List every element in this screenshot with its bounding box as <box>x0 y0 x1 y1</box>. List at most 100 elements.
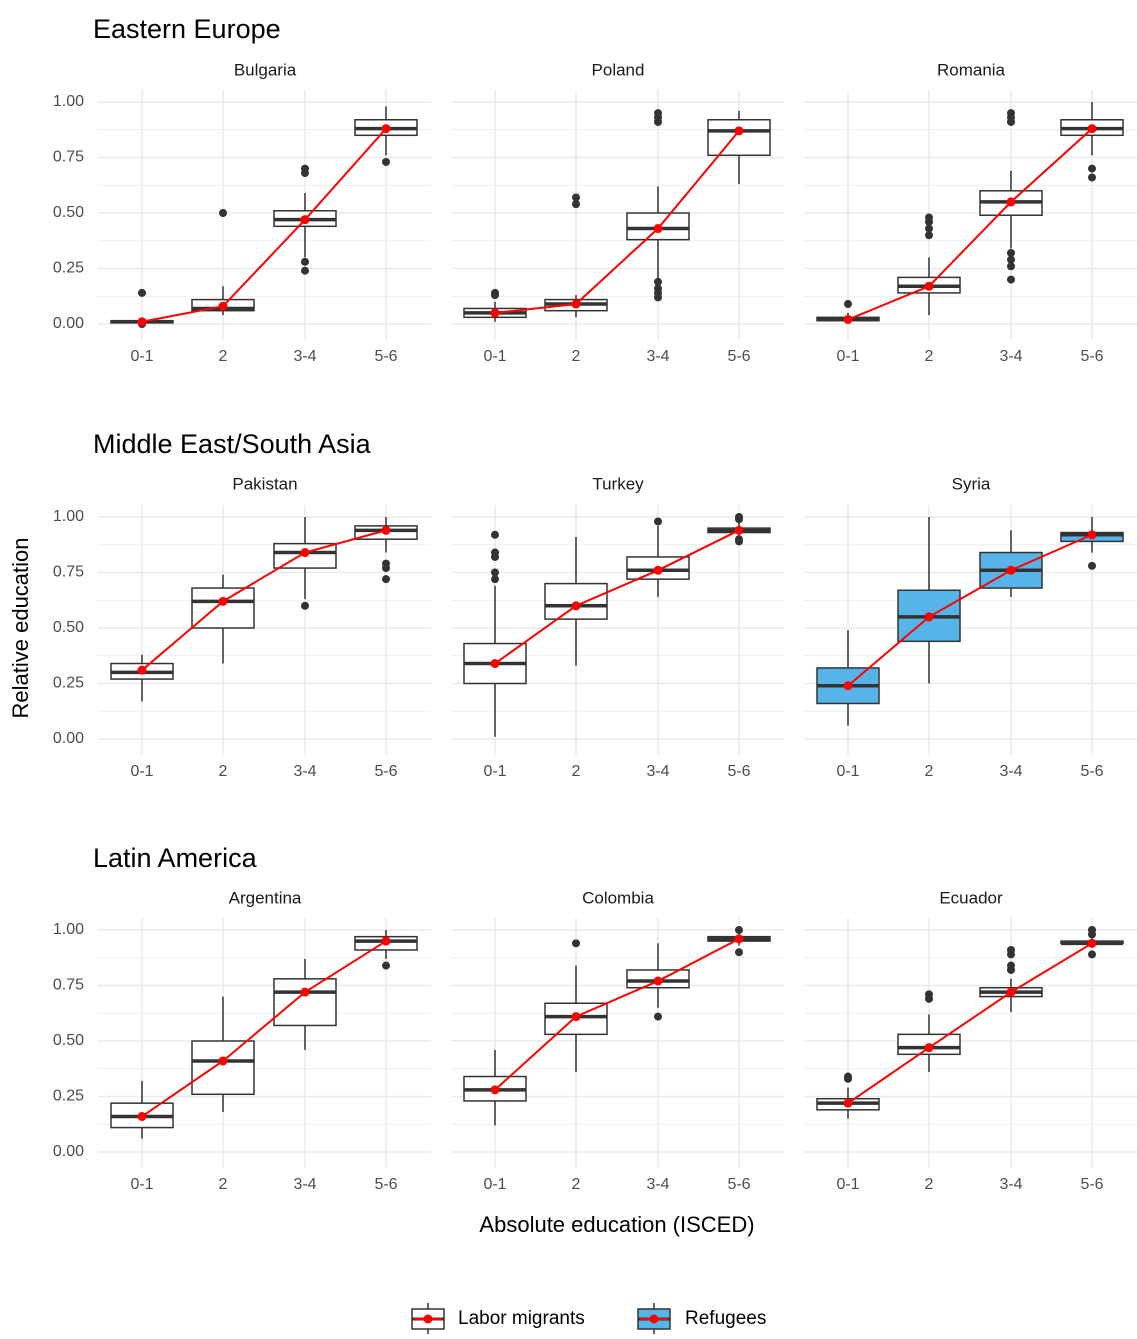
outlier-point <box>382 575 390 584</box>
section-2: Latin America 0.00 0.25 0.50 0.75 1.00 Argenti… <box>53 843 1137 1193</box>
legend-label: Labor migrants <box>458 1308 585 1329</box>
mean-line <box>141 529 387 671</box>
x-tick-label: 0-1 <box>130 1176 153 1193</box>
x-tick-label: 0-1 <box>130 763 153 780</box>
mean-point <box>300 548 310 558</box>
legend-label: Refugees <box>685 1308 766 1329</box>
x-tick-label: 2 <box>219 1176 228 1193</box>
y-tick-label: 0.75 <box>53 149 84 166</box>
mean-point <box>843 681 853 691</box>
outlier-point <box>1007 945 1015 954</box>
outlier-point <box>1088 950 1096 959</box>
section-title: Latin America <box>93 843 258 873</box>
section-title: Eastern Europe <box>93 14 281 44</box>
mean-line <box>494 529 740 665</box>
box-3-4 <box>979 530 1043 597</box>
mean-point <box>1006 197 1016 207</box>
y-tick-label: 1.00 <box>53 93 84 110</box>
mean-point <box>653 224 663 234</box>
x-tick-label: 5-6 <box>1080 763 1103 780</box>
x-tick-label: 2 <box>572 348 581 365</box>
mean-point <box>924 1043 934 1053</box>
outlier-point <box>735 948 743 957</box>
outlier-point <box>735 926 743 934</box>
x-tick-label: 5-6 <box>1080 348 1103 365</box>
x-tick-label: 3-4 <box>646 763 669 780</box>
mean-point <box>653 565 663 575</box>
x-tick-label: 5-6 <box>727 763 750 780</box>
outlier-point <box>1088 926 1096 934</box>
mean-point <box>490 659 500 669</box>
outlier-point <box>301 601 309 610</box>
outlier-point <box>844 300 852 309</box>
outlier-point <box>1088 173 1096 182</box>
mean-point <box>381 124 391 134</box>
mean-point <box>1006 565 1016 575</box>
box-2 <box>191 996 255 1113</box>
x-tick-label: 0-1 <box>483 1176 506 1193</box>
x-tick-label: 2 <box>925 1176 934 1193</box>
mean-line <box>847 127 1093 321</box>
panel-bulgaria: Bulgaria 0-1 2 3-4 5-6 <box>98 60 431 365</box>
x-tick-label: 5-6 <box>374 1176 397 1193</box>
panel-ecuador: Ecuador 0-1 2 3-4 5-6 <box>804 888 1137 1193</box>
mean-point <box>381 525 391 535</box>
box-iqr <box>273 978 337 1027</box>
box-iqr <box>191 1040 255 1096</box>
mean-point <box>137 665 147 675</box>
outlier-point <box>654 1012 662 1021</box>
box-5-6 <box>707 110 771 185</box>
outlier-point <box>301 164 309 173</box>
legend-item-1: Refugees <box>637 1303 766 1335</box>
mean-point <box>734 525 744 535</box>
box-0-1 <box>816 1072 880 1119</box>
x-tick-label: 0-1 <box>836 348 859 365</box>
legend-item-0: Labor migrants <box>411 1303 585 1335</box>
section-title: Middle East/South Asia <box>93 429 372 459</box>
panel-title: Turkey <box>592 474 644 493</box>
mean-point <box>1087 124 1097 134</box>
outlier-point <box>382 564 390 573</box>
x-tick-label: 2 <box>925 348 934 365</box>
mean-point <box>843 1098 853 1108</box>
x-tick-label: 5-6 <box>1080 1176 1103 1193</box>
x-tick-label: 2 <box>219 348 228 365</box>
x-tick-label: 0-1 <box>483 763 506 780</box>
outlier-point <box>491 568 499 577</box>
box-iqr <box>191 587 255 629</box>
mean-point <box>924 281 934 291</box>
outlier-point <box>138 288 146 297</box>
mean-point <box>1087 938 1097 948</box>
panel-title: Bulgaria <box>234 60 297 79</box>
x-tick-label: 2 <box>572 1176 581 1193</box>
box-0-1 <box>110 1080 174 1139</box>
outlier-point <box>1007 275 1015 284</box>
outlier-point <box>1007 109 1015 118</box>
panel-title: Ecuador <box>939 888 1003 907</box>
mean-point <box>571 1012 581 1022</box>
mean-point <box>734 126 744 136</box>
outlier-point <box>1007 255 1015 264</box>
mean-line <box>141 127 387 323</box>
mean-point <box>571 299 581 309</box>
x-tick-label: 2 <box>219 763 228 780</box>
x-tick-label: 3-4 <box>999 763 1022 780</box>
x-tick-label: 0-1 <box>483 348 506 365</box>
outlier-point <box>925 224 933 233</box>
mean-line <box>141 940 387 1118</box>
box-5-6 <box>1060 102 1124 182</box>
y-tick-label: 0.00 <box>53 315 84 332</box>
outlier-point <box>654 109 662 118</box>
y-tick-label: 0.00 <box>53 730 84 747</box>
box-0-1 <box>110 654 174 702</box>
panel-colombia: Colombia 0-1 2 3-4 5-6 <box>451 888 784 1193</box>
y-tick-label: 0.50 <box>53 204 84 221</box>
x-tick-label: 3-4 <box>646 348 669 365</box>
outlier-point <box>654 293 662 302</box>
outlier-point <box>572 939 580 948</box>
outlier-point <box>382 961 390 970</box>
outlier-point <box>301 266 309 275</box>
outlier-point <box>925 231 933 240</box>
outlier-point <box>735 535 743 544</box>
